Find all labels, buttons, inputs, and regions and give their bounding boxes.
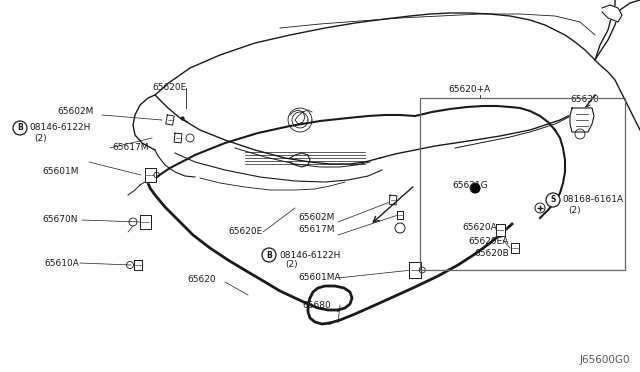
Text: J65600G0: J65600G0	[579, 355, 630, 365]
Polygon shape	[389, 195, 397, 205]
Polygon shape	[409, 262, 421, 278]
Text: 65610A: 65610A	[44, 259, 79, 267]
Polygon shape	[134, 260, 142, 270]
Text: 65601M: 65601M	[42, 167, 79, 176]
Polygon shape	[570, 108, 594, 132]
Polygon shape	[602, 5, 622, 22]
Text: B: B	[17, 124, 23, 132]
Text: 65601MA: 65601MA	[298, 273, 340, 282]
Text: 08168-6161A: 08168-6161A	[562, 196, 623, 205]
Text: 65630: 65630	[570, 96, 599, 105]
Text: 65617M: 65617M	[112, 144, 148, 153]
Circle shape	[262, 248, 276, 262]
Text: 65680: 65680	[302, 301, 331, 310]
Text: B: B	[266, 250, 272, 260]
Text: (2): (2)	[34, 134, 47, 142]
Text: 65602M: 65602M	[57, 108, 93, 116]
Text: 65670N: 65670N	[42, 215, 77, 224]
Polygon shape	[174, 133, 182, 143]
Text: 65617M: 65617M	[298, 225, 335, 234]
Text: 65602M: 65602M	[298, 214, 334, 222]
Text: (2): (2)	[285, 260, 298, 269]
Polygon shape	[397, 211, 403, 219]
Text: 65621G: 65621G	[452, 180, 488, 189]
Text: 08146-6122H: 08146-6122H	[279, 250, 340, 260]
Polygon shape	[145, 168, 156, 182]
Circle shape	[13, 121, 27, 135]
Polygon shape	[511, 243, 519, 253]
Circle shape	[546, 193, 560, 207]
Text: 65620E: 65620E	[152, 83, 186, 93]
Polygon shape	[495, 224, 504, 236]
Text: 65620+A: 65620+A	[448, 86, 490, 94]
Text: 65620A: 65620A	[462, 224, 497, 232]
Polygon shape	[166, 115, 174, 125]
Text: 65620: 65620	[187, 276, 216, 285]
Text: (2): (2)	[568, 205, 580, 215]
Circle shape	[470, 183, 480, 193]
Circle shape	[186, 134, 194, 142]
Text: 65620B: 65620B	[474, 250, 509, 259]
Text: 65620EA: 65620EA	[468, 237, 508, 246]
Text: S: S	[550, 196, 556, 205]
Circle shape	[395, 223, 405, 233]
Text: 65620E: 65620E	[228, 228, 262, 237]
Polygon shape	[140, 215, 150, 229]
Text: 08146-6122H: 08146-6122H	[29, 124, 90, 132]
